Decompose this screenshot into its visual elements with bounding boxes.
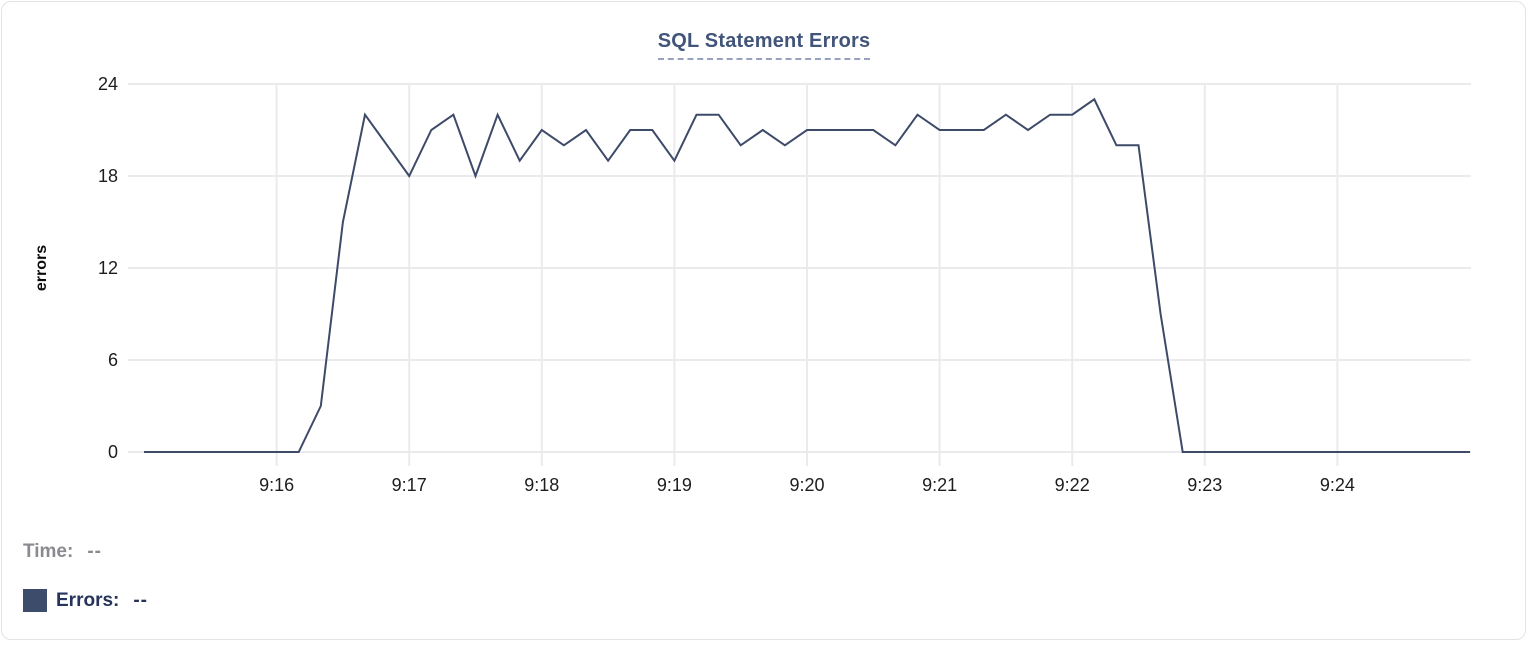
chart-title[interactable]: SQL Statement Errors (657, 30, 871, 60)
y-axis-title: errors (33, 245, 50, 291)
tooltip-errors-value: -- (133, 589, 149, 611)
errors-series-line (144, 97, 1470, 453)
tooltip-time-row: Time: -- (23, 541, 102, 563)
x-tick-label-9:22: 9:22 (1055, 475, 1090, 495)
y-tick-label-12: 12 (98, 258, 118, 278)
tooltip-time-label: Time: (23, 541, 74, 562)
sql-errors-line-chart[interactable]: 0 6 12 18 24 9:16 9:17 9:18 9:19 9:20 9:21 9:22 9:23… (0, 0, 1528, 520)
chart-card (1, 1, 1526, 640)
legend-errors-row[interactable]: Errors: -- (23, 589, 148, 612)
x-tick-label-9:18: 9:18 (524, 475, 559, 495)
x-tick-label-9:21: 9:21 (922, 475, 957, 495)
chart-title-wrap: SQL Statement Errors (0, 30, 1528, 60)
tooltip-time-value: -- (87, 541, 102, 562)
y-tick-label-24: 24 (98, 74, 118, 94)
x-tick-label-9:20: 9:20 (789, 475, 824, 495)
x-tick-label-9:23: 9:23 (1187, 475, 1222, 495)
errors-series-swatch (23, 589, 47, 612)
y-tick-label-6: 6 (108, 350, 118, 370)
x-tick-label-9:17: 9:17 (392, 475, 427, 495)
x-tick-label-9:19: 9:19 (657, 475, 692, 495)
x-tick-label-9:24: 9:24 (1320, 475, 1355, 495)
tooltip-errors-label: Errors: (56, 589, 120, 611)
y-tick-label-18: 18 (98, 166, 118, 186)
y-tick-label-0: 0 (108, 442, 118, 462)
x-tick-label-9:16: 9:16 (259, 475, 294, 495)
